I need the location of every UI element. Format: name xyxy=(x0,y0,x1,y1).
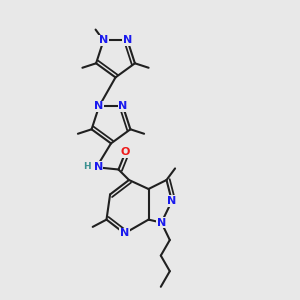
Text: N: N xyxy=(120,228,129,239)
Text: N: N xyxy=(94,101,103,112)
Text: H: H xyxy=(84,162,91,171)
Text: N: N xyxy=(123,35,132,46)
Text: N: N xyxy=(167,196,176,206)
Text: N: N xyxy=(118,101,127,112)
Text: O: O xyxy=(121,147,130,158)
Text: N: N xyxy=(99,35,108,46)
Text: N: N xyxy=(157,218,166,228)
Text: N: N xyxy=(94,161,103,172)
